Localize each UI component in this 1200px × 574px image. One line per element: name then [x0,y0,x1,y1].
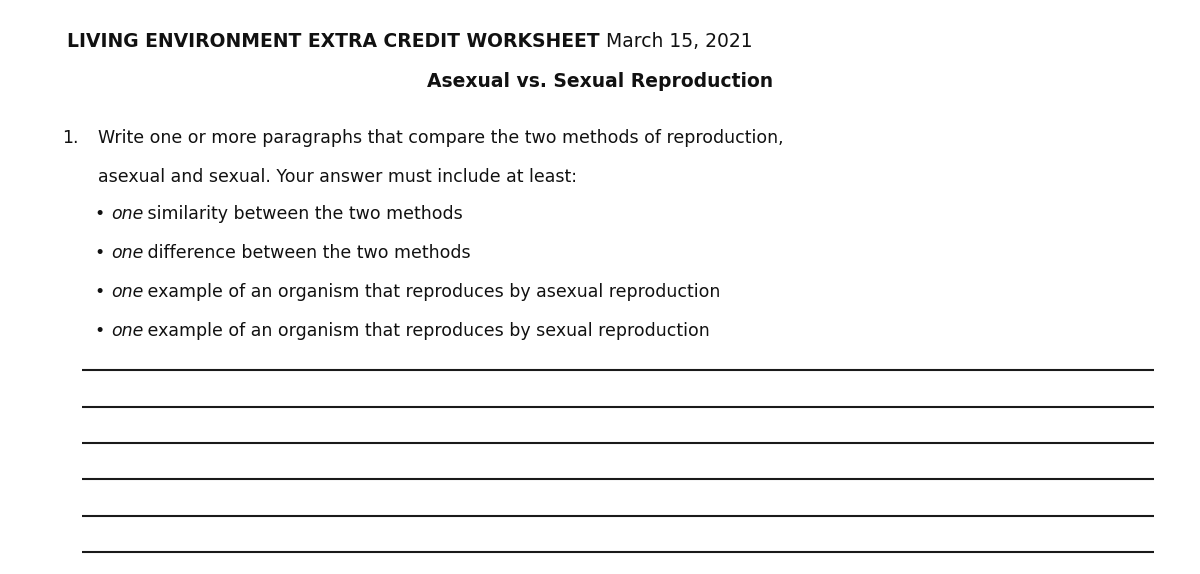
Text: example of an organism that reproduces by sexual reproduction: example of an organism that reproduces b… [142,323,709,340]
Text: •: • [95,284,104,301]
Text: difference between the two methods: difference between the two methods [142,245,470,262]
Text: one: one [112,284,144,301]
Text: LIVING ENVIRONMENT EXTRA CREDIT WORKSHEET: LIVING ENVIRONMENT EXTRA CREDIT WORKSHEE… [67,32,600,51]
Text: March 15, 2021: March 15, 2021 [600,32,752,51]
Text: one: one [112,245,144,262]
Text: asexual and sexual. Your answer must include at least:: asexual and sexual. Your answer must inc… [98,168,577,186]
Text: one: one [112,205,144,223]
Text: •: • [95,245,104,262]
Text: •: • [95,323,104,340]
Text: similarity between the two methods: similarity between the two methods [142,205,462,223]
Text: one: one [112,323,144,340]
Text: •: • [95,205,104,223]
Text: 1.: 1. [62,129,79,147]
Text: Asexual vs. Sexual Reproduction: Asexual vs. Sexual Reproduction [427,72,773,91]
Text: example of an organism that reproduces by asexual reproduction: example of an organism that reproduces b… [142,284,720,301]
Text: Write one or more paragraphs that compare the two methods of reproduction,: Write one or more paragraphs that compar… [98,129,784,147]
